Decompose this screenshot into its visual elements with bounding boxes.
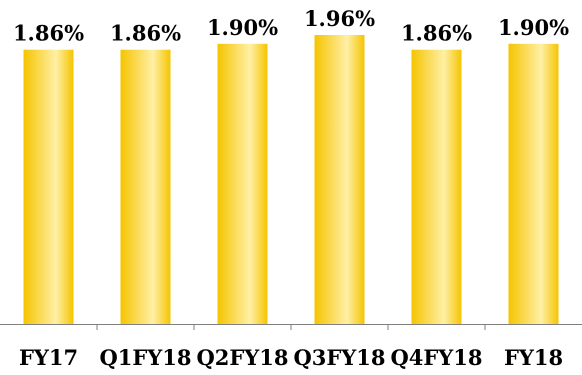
x-tick-label-fy17: FY17	[19, 345, 78, 370]
x-tick-label-q4fy18: Q4FY18	[390, 345, 482, 370]
data-label-q3fy18: 1.96%	[304, 6, 375, 31]
data-label-fy17: 1.86%	[13, 21, 84, 46]
bar-q2fy18	[217, 43, 268, 325]
bar-q4fy18	[411, 49, 462, 324]
data-label-q4fy18: 1.86%	[401, 21, 472, 46]
data-labels-layer: 1.86% 1.86% 1.90% 1.96% 1.86% 1.90%	[13, 6, 569, 46]
x-tick-label-q2fy18: Q2FY18	[196, 345, 288, 370]
data-label-q2fy18: 1.90%	[207, 15, 278, 40]
x-tick-label-q3fy18: Q3FY18	[293, 345, 385, 370]
x-tick-label-q1fy18: Q1FY18	[99, 345, 191, 370]
data-label-q1fy18: 1.86%	[110, 21, 181, 46]
bar-fy18	[508, 43, 559, 325]
bar-q1fy18	[120, 49, 171, 324]
x-axis: FY17 Q1FY18 Q2FY18 Q3FY18 Q4FY18 FY18	[0, 324, 582, 370]
x-tick-label-fy18: FY18	[504, 345, 563, 370]
bar-fy17	[23, 49, 74, 324]
bar-q3fy18	[314, 35, 365, 324]
bars-layer	[23, 35, 559, 325]
data-label-fy18: 1.90%	[498, 15, 569, 40]
